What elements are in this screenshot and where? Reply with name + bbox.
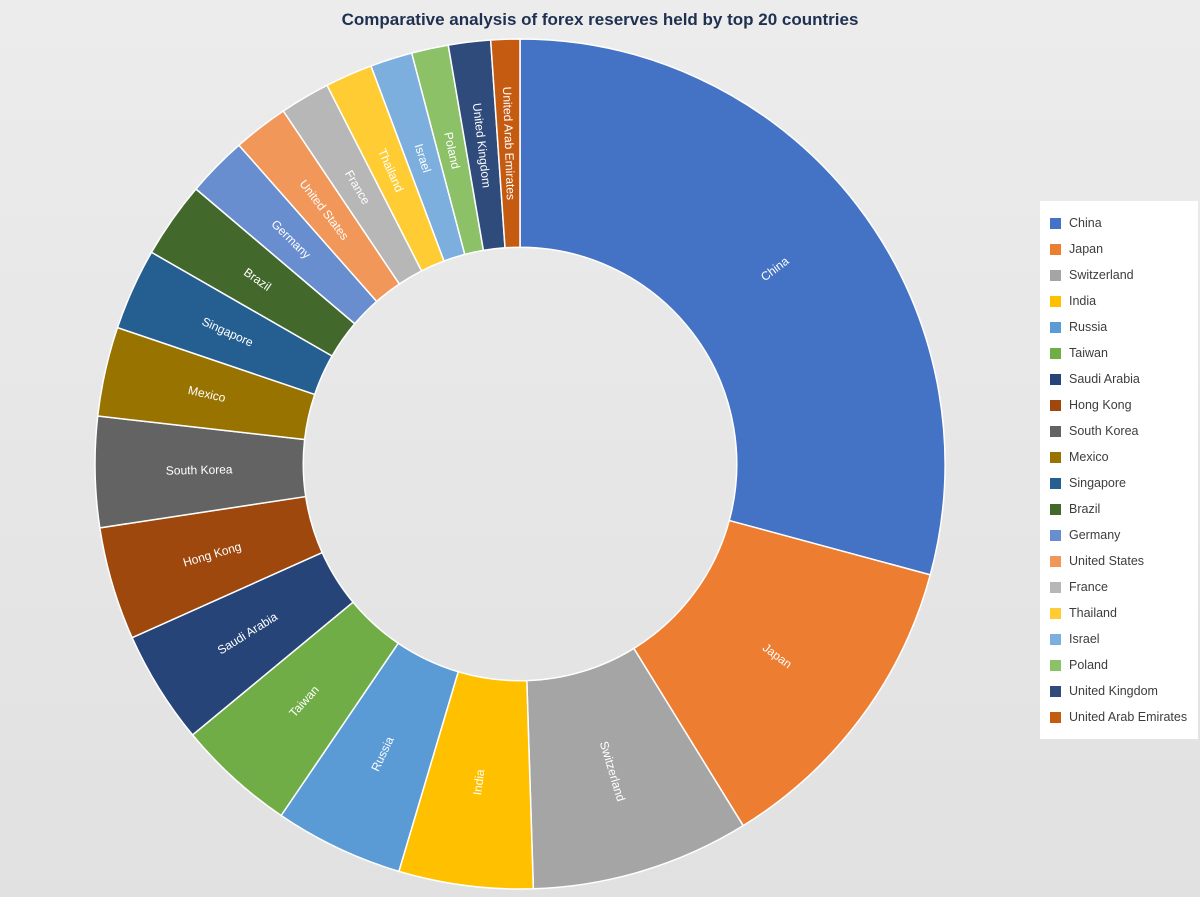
legend-item-united-arab-emirates: United Arab Emirates <box>1050 704 1194 730</box>
legend-label-south-korea: South Korea <box>1069 424 1139 438</box>
legend-item-france: France <box>1050 574 1194 600</box>
legend-swatch-singapore <box>1050 477 1061 489</box>
legend-label-saudi-arabia: Saudi Arabia <box>1069 372 1140 386</box>
legend-label-mexico: Mexico <box>1069 450 1109 464</box>
legend-swatch-mexico <box>1050 451 1061 463</box>
legend-item-singapore: Singapore <box>1050 470 1194 496</box>
legend-label-germany: Germany <box>1069 528 1121 542</box>
legend-swatch-united-kingdom <box>1050 685 1061 697</box>
pie-slice-japan <box>633 519 932 827</box>
legend-swatch-united-arab-emirates <box>1050 711 1061 723</box>
legend-label-india: India <box>1069 294 1097 308</box>
legend-label-france: France <box>1069 580 1108 594</box>
legend-item-united-kingdom: United Kingdom <box>1050 678 1194 704</box>
legend-label-brazil: Brazil <box>1069 502 1101 516</box>
legend-item-india: India <box>1050 288 1194 314</box>
legend-item-south-korea: South Korea <box>1050 418 1194 444</box>
legend-swatch-thailand <box>1050 607 1061 619</box>
legend-item-united-states: United States <box>1050 548 1194 574</box>
legend-item-saudi-arabia: Saudi Arabia <box>1050 366 1194 392</box>
legend-item-mexico: Mexico <box>1050 444 1194 470</box>
legend-swatch-south-korea <box>1050 425 1061 437</box>
legend-item-hong-kong: Hong Kong <box>1050 392 1194 418</box>
legend-label-united-kingdom: United Kingdom <box>1069 684 1158 698</box>
legend-label-japan: Japan <box>1069 242 1104 256</box>
legend-item-israel: Israel <box>1050 626 1194 652</box>
legend-item-brazil: Brazil <box>1050 496 1194 522</box>
chart-title: Comparative analysis of forex reserves h… <box>341 10 859 29</box>
legend-label-china: China <box>1069 216 1102 230</box>
legend-swatch-russia <box>1050 321 1061 333</box>
legend-swatch-china <box>1050 217 1061 229</box>
chart-legend: China Japan Switzerland India Russia Taiwan Sa… <box>1040 201 1198 739</box>
slice-label-united-arab-emirates: United Arab Emirates <box>500 86 518 200</box>
legend-label-thailand: Thailand <box>1069 606 1117 620</box>
pie-slices-group <box>94 38 946 890</box>
legend-swatch-france <box>1050 581 1061 593</box>
legend-swatch-india <box>1050 295 1061 307</box>
legend-item-germany: Germany <box>1050 522 1194 548</box>
legend-swatch-united-states <box>1050 555 1061 567</box>
legend-swatch-poland <box>1050 659 1061 671</box>
legend-item-russia: Russia <box>1050 314 1194 340</box>
legend-item-japan: Japan <box>1050 236 1194 262</box>
legend-swatch-japan <box>1050 243 1061 255</box>
pie-slice-china <box>519 38 946 576</box>
legend-item-taiwan: Taiwan <box>1050 340 1194 366</box>
legend-swatch-hong-kong <box>1050 399 1061 411</box>
legend-item-poland: Poland <box>1050 652 1194 678</box>
legend-swatch-brazil <box>1050 503 1061 515</box>
legend-item-thailand: Thailand <box>1050 600 1194 626</box>
slice-label-south-korea: South Korea <box>166 462 233 477</box>
legend-swatch-taiwan <box>1050 347 1061 359</box>
legend-label-switzerland: Switzerland <box>1069 268 1134 282</box>
legend-label-united-arab-emirates: United Arab Emirates <box>1069 710 1188 724</box>
legend-label-hong-kong: Hong Kong <box>1069 398 1132 412</box>
slice-label-india: India <box>470 768 487 796</box>
legend-label-singapore: Singapore <box>1069 476 1126 490</box>
legend-label-poland: Poland <box>1069 658 1108 672</box>
legend-label-united-states: United States <box>1069 554 1145 568</box>
legend-label-russia: Russia <box>1069 320 1108 334</box>
legend-swatch-germany <box>1050 529 1061 541</box>
legend-swatch-israel <box>1050 633 1061 645</box>
pie-slice-united-arab-emirates <box>489 38 521 249</box>
legend-swatch-saudi-arabia <box>1050 373 1061 385</box>
legend-label-taiwan: Taiwan <box>1069 346 1108 360</box>
legend-item-china: China <box>1050 210 1194 236</box>
legend-swatch-switzerland <box>1050 269 1061 281</box>
legend-label-israel: Israel <box>1069 632 1100 646</box>
legend-item-switzerland: Switzerland <box>1050 262 1194 288</box>
